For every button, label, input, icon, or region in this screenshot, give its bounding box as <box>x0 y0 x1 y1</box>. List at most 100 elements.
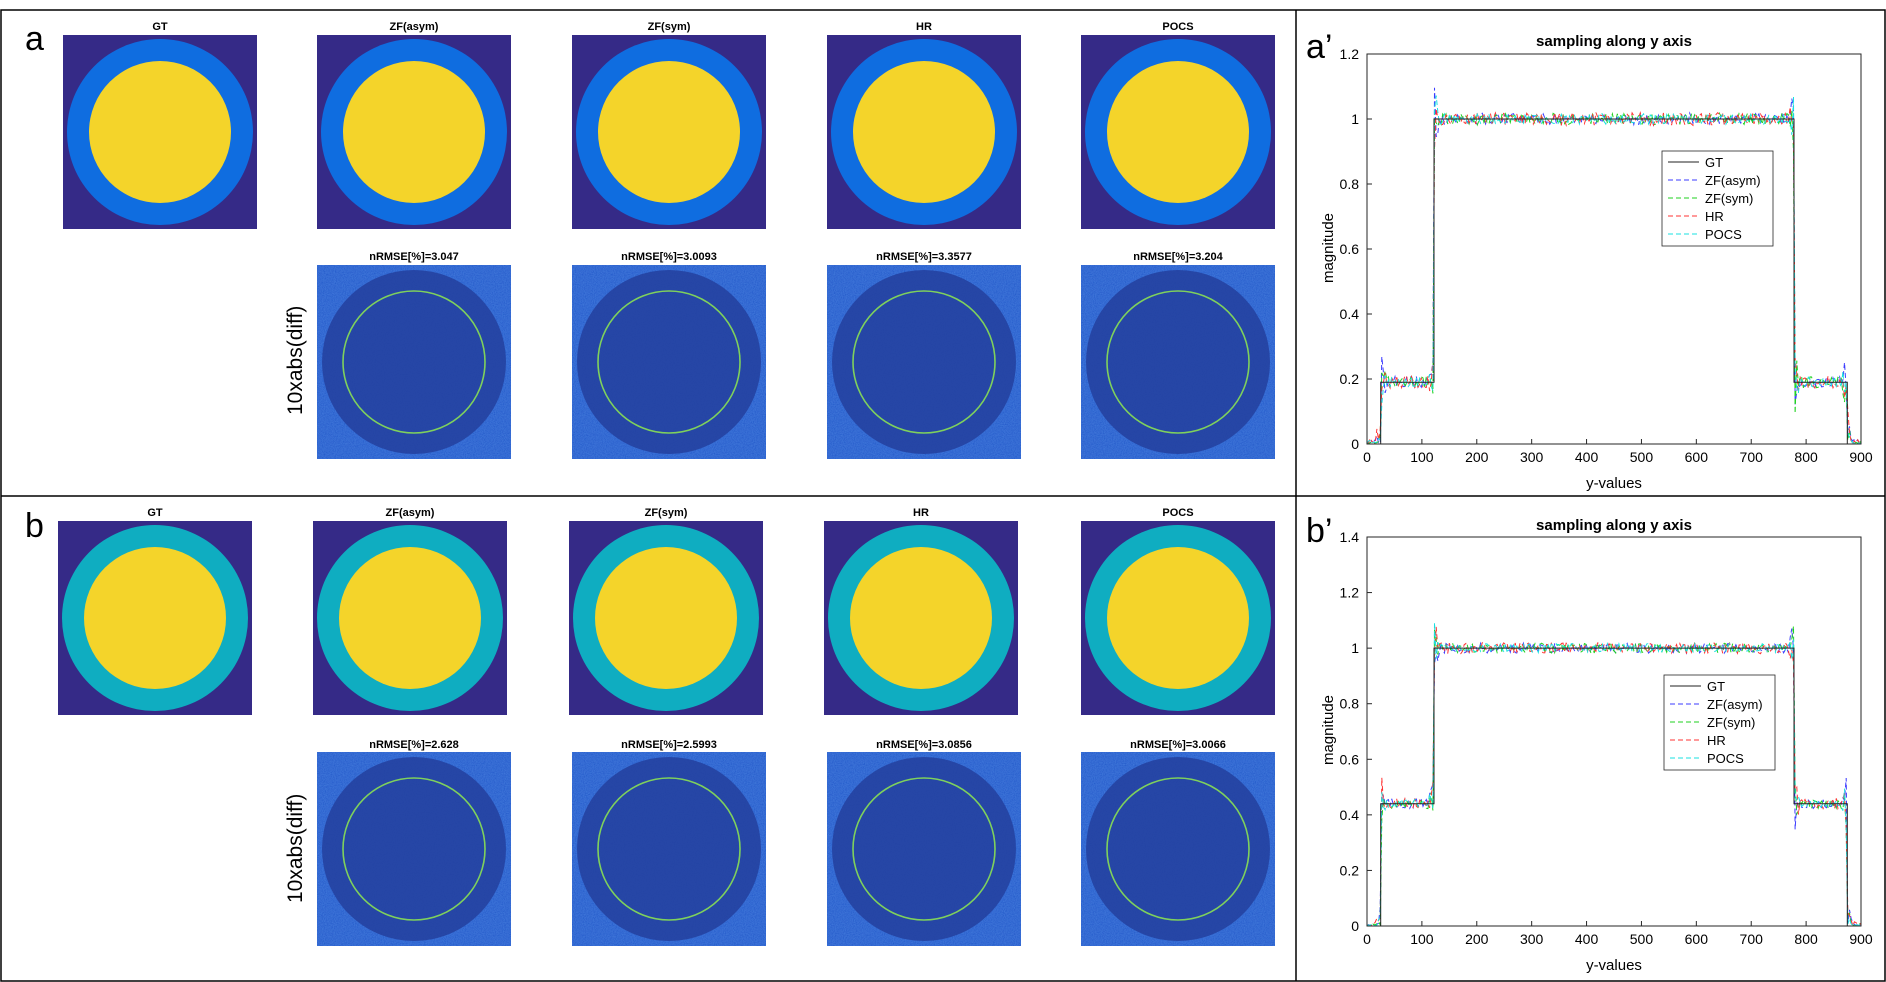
inner-disk <box>343 61 485 203</box>
x-tick-label: 500 <box>1630 931 1654 947</box>
series-line-pocs <box>1366 622 1862 927</box>
legend-label-gt: GT <box>1707 679 1725 694</box>
diff-tile-hr-b: nRMSE[%]=3.0856 <box>827 739 1021 946</box>
panel-label-b: b <box>25 507 44 545</box>
axes-box <box>1366 53 1862 445</box>
x-axis-label: y-values <box>1586 957 1642 974</box>
image-title: ZF(asym) <box>390 21 439 33</box>
x-tick-label: 400 <box>1575 449 1599 465</box>
series-line-gt <box>1367 118 1861 445</box>
y-tick-label: 1.4 <box>1340 529 1360 545</box>
y-tick-label: 0.8 <box>1340 176 1360 192</box>
image-tile-zf-sym-a: ZF(sym) <box>572 21 766 229</box>
legend-label-zf-sym: ZF(sym) <box>1707 715 1755 730</box>
row-b: b GT ZF(asym) ZF(sym) HR POCS <box>25 507 1275 946</box>
y-tick-label: 1.2 <box>1340 585 1360 601</box>
diff-ring <box>1106 777 1250 921</box>
image-tile-pocs-a: POCS <box>1081 21 1275 229</box>
image-tile-pocs-b: POCS <box>1081 507 1275 715</box>
series-lines <box>1366 87 1862 445</box>
diff-outer-disk <box>1086 757 1270 941</box>
y-tick-label: 0 <box>1351 436 1359 452</box>
image-title: POCS <box>1162 21 1193 33</box>
y-tick-label: 0.6 <box>1340 241 1360 257</box>
legend-label-zf-sym: ZF(sym) <box>1705 191 1753 206</box>
series-line-zf-asym <box>1366 628 1862 927</box>
image-title: ZF(sym) <box>645 507 688 519</box>
x-tick-label: 600 <box>1685 931 1709 947</box>
legend: GT ZF(asym) ZF(sym) HR POCS <box>1663 674 1776 771</box>
legend-label-hr: HR <box>1705 209 1724 224</box>
image-title: HR <box>916 21 932 33</box>
y-tick-label: 0.4 <box>1340 306 1360 322</box>
diff-outer-disk <box>577 270 761 454</box>
x-tick-label: 900 <box>1849 931 1873 947</box>
diff-tile-zf-asym-a: nRMSE[%]=3.047 <box>317 251 511 459</box>
series-line-zf-asym <box>1366 87 1862 445</box>
inner-disk <box>84 547 226 689</box>
inner-disk <box>598 61 740 203</box>
y-axis-label: magnitude <box>1320 695 1337 765</box>
x-tick-label: 100 <box>1410 449 1434 465</box>
y-axis-label: magnitude <box>1320 213 1337 283</box>
legend-label-zf-asym: ZF(asym) <box>1705 173 1761 188</box>
diff-tile-hr-a: nRMSE[%]=3.3577 <box>827 251 1021 459</box>
ticks: 0 100 200 300 400 500 600 700 800 900 0 0.2 0.4 0.6 0.… <box>1340 529 1873 947</box>
diff-ring <box>852 777 996 921</box>
diff-title: nRMSE[%]=3.204 <box>1133 251 1223 263</box>
legend-label-pocs: POCS <box>1707 751 1744 766</box>
image-title: POCS <box>1162 507 1193 519</box>
legend: GT ZF(asym) ZF(sym) HR POCS <box>1661 150 1774 247</box>
x-tick-label: 700 <box>1740 931 1764 947</box>
y-tick-label: 0.2 <box>1340 862 1360 878</box>
diff-ring <box>597 777 741 921</box>
diff-outer-disk <box>1086 270 1270 454</box>
inner-disk <box>595 547 737 689</box>
diff-ring <box>342 777 486 921</box>
diff-title: nRMSE[%]=2.5993 <box>621 739 717 751</box>
line-chart-a-prime: a’ sampling along y axis magnitude y-val… <box>1306 28 1873 492</box>
image-title: HR <box>913 507 929 519</box>
y-tick-label: 1 <box>1351 640 1359 656</box>
x-tick-label: 0 <box>1363 931 1371 947</box>
chart-title: sampling along y axis <box>1536 517 1692 534</box>
diff-tile-zf-sym-b: nRMSE[%]=2.5993 <box>572 739 766 946</box>
diff-ring <box>1106 290 1250 434</box>
y-tick-label: 0 <box>1351 918 1359 934</box>
legend-label-gt: GT <box>1705 155 1723 170</box>
chart-title: sampling along y axis <box>1536 33 1692 50</box>
series-line-gt <box>1367 647 1861 927</box>
image-tile-zf-asym-a: ZF(asym) <box>317 21 511 229</box>
chart-panel-label: b’ <box>1306 512 1332 550</box>
diff-ring <box>852 290 996 434</box>
inner-disk <box>853 61 995 203</box>
y-tick-label: 0.6 <box>1340 751 1360 767</box>
series-line-hr <box>1366 626 1862 928</box>
y-tick-label: 0.4 <box>1340 807 1360 823</box>
series-line-pocs <box>1366 95 1862 445</box>
inner-disk <box>850 547 992 689</box>
diff-outer-disk <box>832 757 1016 941</box>
image-tile-zf-asym-b: ZF(asym) <box>313 507 507 715</box>
diff-title: nRMSE[%]=3.3577 <box>876 251 972 263</box>
image-title: ZF(sym) <box>648 21 691 33</box>
diff-outer-disk <box>322 270 506 454</box>
ticks: 0 100 200 300 400 500 600 700 800 900 0 0.2 0.4 0.6 0.… <box>1340 46 1873 465</box>
image-tile-gt-b: GT <box>58 507 252 715</box>
panel-label-a: a <box>25 20 44 58</box>
y-tick-label: 1.2 <box>1340 46 1360 62</box>
x-tick-label: 400 <box>1575 931 1599 947</box>
x-tick-label: 100 <box>1410 931 1434 947</box>
x-tick-label: 200 <box>1465 449 1489 465</box>
x-axis-label: y-values <box>1586 475 1642 492</box>
chart-panel-label: a’ <box>1306 28 1332 66</box>
image-tile-hr-b: HR <box>824 507 1018 715</box>
row-a: a GT ZF(asym) ZF(sym) HR POCS <box>25 20 1275 459</box>
inner-disk <box>89 61 231 203</box>
x-tick-label: 700 <box>1740 449 1764 465</box>
x-tick-label: 200 <box>1465 931 1489 947</box>
diff-title: nRMSE[%]=2.628 <box>369 739 459 751</box>
axes-box <box>1366 536 1862 927</box>
diff-outer-disk <box>322 757 506 941</box>
inner-disk <box>1107 61 1249 203</box>
